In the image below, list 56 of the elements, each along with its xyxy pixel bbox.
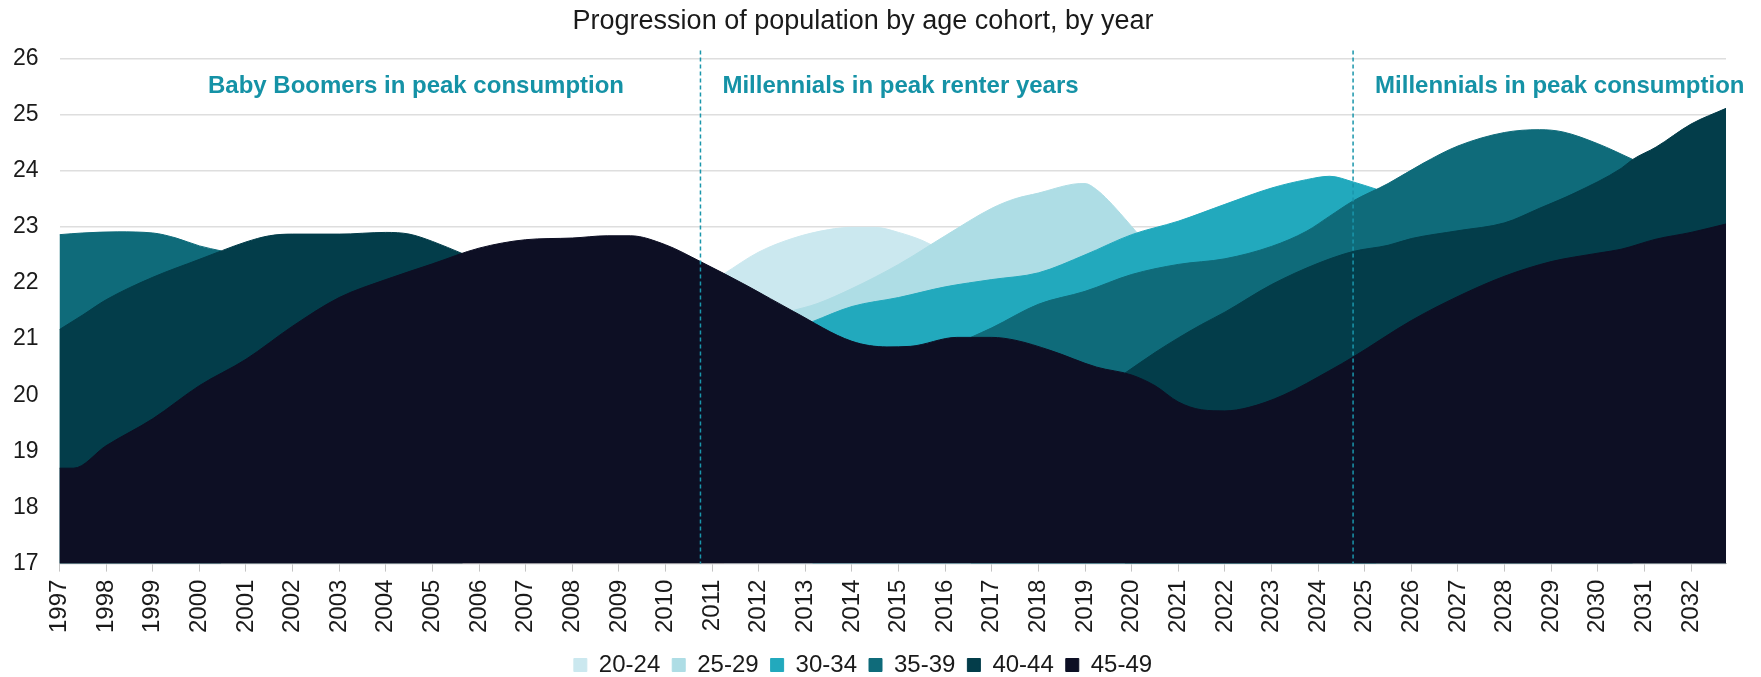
x-tick-label: 2008: [556, 579, 584, 633]
legend-label: 20-24: [598, 649, 661, 677]
x-tick-label: 2011: [696, 579, 724, 632]
y-tick-label: 20: [12, 380, 39, 407]
x-tick-label: 2015: [883, 579, 911, 633]
x-tick-label: 2032: [1675, 579, 1703, 633]
x-tick-label: 2028: [1489, 579, 1517, 633]
y-tick-label: 19: [12, 436, 39, 463]
x-tick-label: 2030: [1582, 579, 1610, 633]
x-tick-label: 1997: [44, 579, 72, 633]
y-tick-label: 23: [12, 212, 39, 239]
x-tick-label: 2023: [1256, 579, 1284, 633]
annotation: Millennials in peak consumption: [1375, 70, 1745, 98]
x-tick-label: 2019: [1069, 579, 1097, 633]
y-tick-label: 25: [12, 99, 39, 126]
x-tick-label: 2018: [1023, 579, 1051, 633]
x-tick-label: 1998: [90, 579, 118, 633]
x-tick-label: 2014: [836, 579, 864, 633]
x-tick-label: 2029: [1535, 579, 1563, 633]
x-tick-label: 2010: [650, 579, 678, 633]
y-tick-label: 18: [12, 492, 39, 519]
y-tick-label: 26: [12, 43, 39, 70]
legend-label: 25-29: [697, 649, 759, 677]
x-tick-label: 2009: [603, 579, 631, 633]
x-tick-label: 2001: [230, 579, 258, 633]
x-tick-label: 2017: [976, 579, 1004, 633]
annotation: Baby Boomers in peak consumption: [207, 70, 625, 98]
x-tick-label: 2026: [1395, 579, 1423, 633]
x-tick-label: 2005: [417, 579, 445, 633]
x-tick-label: 2006: [463, 579, 491, 633]
y-tick-label: 24: [12, 156, 39, 183]
x-tick-label: 2000: [183, 579, 211, 633]
x-tick-label: 2031: [1629, 579, 1657, 633]
x-tick-label: 2025: [1349, 579, 1377, 633]
legend-label: 40-44: [992, 649, 1054, 677]
chart-title: Progression of population by age cohort, by year: [572, 4, 1154, 35]
x-tick-label: 2020: [1116, 579, 1144, 633]
x-tick-label: 2002: [277, 579, 305, 633]
x-tick-label: 2016: [929, 579, 957, 633]
y-tick-label: 22: [12, 268, 39, 295]
y-tick-label: 17: [12, 548, 39, 575]
legend-label: 30-34: [795, 649, 858, 677]
y-tick-label: 21: [12, 324, 39, 351]
x-tick-label: 2024: [1302, 579, 1330, 633]
x-tick-label: 2004: [370, 579, 398, 633]
legend-label: 45-49: [1090, 649, 1153, 677]
x-tick-label: 2021: [1162, 579, 1190, 633]
x-tick-label: 2003: [323, 579, 351, 633]
x-tick-label: 2027: [1442, 579, 1470, 633]
annotation: Millennials in peak renter years: [722, 70, 1079, 98]
x-tick-label: 2007: [510, 579, 538, 633]
x-tick-label: 2013: [789, 579, 817, 633]
x-tick-label: 1999: [137, 579, 165, 633]
x-tick-label: 2012: [743, 579, 771, 633]
x-tick-label: 2022: [1209, 579, 1237, 633]
legend-label: 35-39: [894, 649, 956, 677]
